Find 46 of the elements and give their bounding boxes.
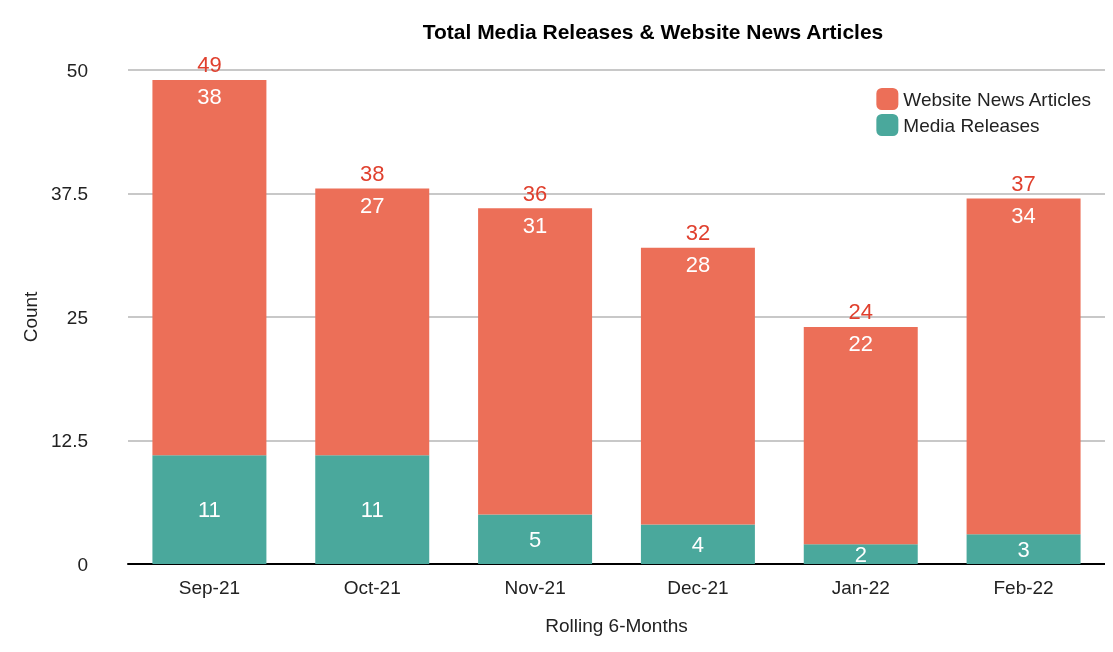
total-label: 37 (1011, 170, 1036, 196)
legend-label: Website News Articles (903, 88, 1091, 110)
x-tick-label: Nov-21 (504, 577, 566, 598)
y-tick-label: 25 (66, 306, 88, 328)
y-tick-label: 0 (77, 553, 88, 575)
chart-title: Total Media Releases & Website News Articles (422, 20, 884, 43)
data-label: 22 (848, 331, 873, 357)
bar (966, 198, 1081, 535)
data-label: 3 (1017, 536, 1030, 562)
total-label: 32 (685, 220, 711, 246)
bar (315, 455, 430, 564)
x-tick-label: Feb-22 (993, 577, 1054, 598)
y-axis-title: Count (20, 290, 42, 343)
bar (478, 514, 593, 564)
y-tick-label: 50 (66, 59, 88, 81)
total-label: 36 (522, 180, 548, 206)
bar (152, 455, 267, 564)
total-label: 24 (848, 299, 873, 325)
bar (640, 247, 755, 525)
x-tick-label: Oct-21 (343, 577, 401, 598)
data-label: 5 (528, 526, 542, 552)
data-label: 34 (1011, 202, 1036, 228)
bar (152, 79, 267, 456)
data-label: 27 (360, 193, 385, 219)
data-label: 31 (522, 212, 548, 238)
data-label: 38 (197, 84, 222, 110)
x-axis-title: Rolling 6-Months (545, 615, 688, 636)
bar (803, 326, 918, 545)
bar (478, 208, 593, 515)
legend-label: Media Releases (903, 114, 1040, 136)
x-tick-label: Dec-21 (667, 577, 729, 598)
y-tick-label: 37.5 (51, 183, 88, 204)
x-tick-label: Sep-21 (178, 577, 241, 598)
total-label: 49 (197, 52, 222, 78)
bar (640, 524, 755, 564)
bar (315, 188, 430, 456)
data-label: 4 (691, 531, 705, 557)
x-tick-label: Jan-22 (831, 577, 890, 598)
bar (966, 534, 1081, 564)
data-label: 11 (197, 497, 221, 523)
data-label: 28 (685, 252, 711, 278)
y-tick-label: 12.5 (51, 430, 88, 451)
total-label: 38 (360, 161, 385, 187)
data-label: 2 (854, 541, 867, 567)
bar (803, 544, 918, 564)
data-label: 11 (360, 497, 384, 523)
